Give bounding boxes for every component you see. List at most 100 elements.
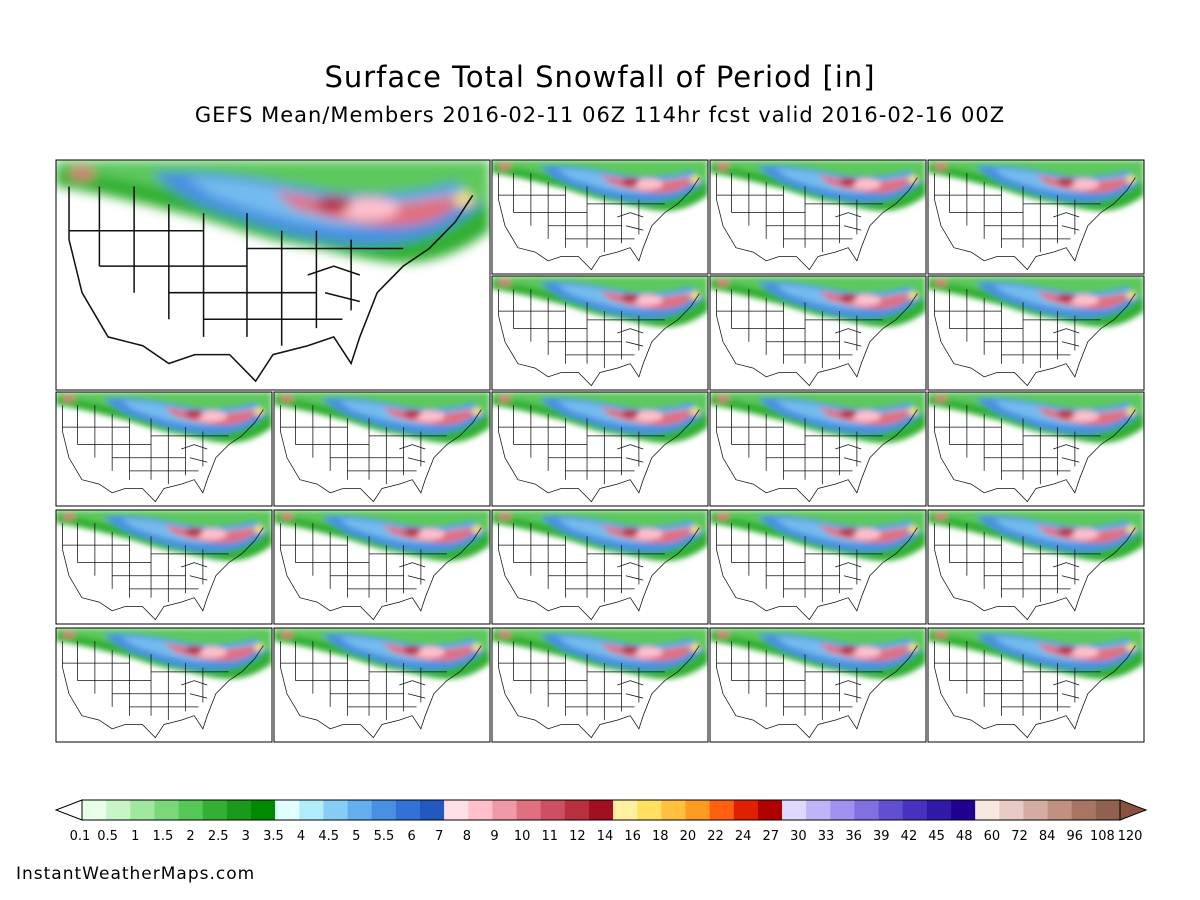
- legend-color-swatch: [1023, 800, 1048, 820]
- ensemble-member-panel-5: [709, 275, 927, 391]
- legend-color-swatch: [854, 800, 879, 820]
- ensemble-member-panel-9: [491, 391, 709, 507]
- ensemble-map-grid: [55, 159, 1145, 743]
- legend-tick-label: 1.5: [153, 829, 174, 844]
- ensemble-member-panel-20: [709, 627, 927, 743]
- legend-tick-label: 0.1: [70, 829, 91, 844]
- legend-tick-label: 2: [186, 829, 194, 844]
- ensemble-member-panel-19: [491, 627, 709, 743]
- ensemble-member-panel-16: [927, 509, 1145, 625]
- legend-color-swatch: [613, 800, 638, 820]
- legend-tick-label: 4.5: [318, 829, 339, 844]
- ensemble-mean-panel: [55, 159, 491, 391]
- legend-color-swatch: [323, 800, 348, 820]
- credit-text: InstantWeatherMaps.com: [16, 864, 256, 884]
- ensemble-member-panel-21: [927, 627, 1145, 743]
- legend-color-swatch: [806, 800, 831, 820]
- ensemble-member-panel-1: [491, 159, 709, 275]
- legend-tick-label: 11: [541, 829, 558, 844]
- ensemble-member-panel-2: [709, 159, 927, 275]
- legend-tick-label: 14: [597, 829, 614, 844]
- legend-color-swatch: [564, 800, 590, 820]
- legend-tick-label: 48: [956, 829, 973, 844]
- legend-color-swatch: [661, 800, 686, 820]
- legend-color-swatch: [275, 800, 300, 820]
- legend-tick-label: 30: [790, 829, 807, 844]
- legend-color-swatch: [371, 800, 397, 820]
- legend-tick-label: 7: [435, 829, 443, 844]
- legend-tick-label: 16: [624, 829, 641, 844]
- legend-color-swatch: [757, 800, 783, 820]
- ensemble-member-panel-7: [55, 391, 273, 507]
- ensemble-member-panel-3: [927, 159, 1145, 275]
- legend-tick-label: 96: [1066, 829, 1083, 844]
- legend-tick-label: 24: [735, 829, 752, 844]
- legend-color-swatch: [926, 800, 952, 820]
- color-scale-legend: 0.1 0.5 1 1.5 2 2.5 3 3.5 4 4.5 5 5.5 6 7 8 9 10 11 12 14 16…: [54, 799, 1148, 844]
- legend-tick-label: 9: [490, 829, 498, 844]
- legend-tick-label: 12: [569, 829, 586, 844]
- legend-tick-label: 5: [352, 829, 360, 844]
- legend-color-swatch: [709, 800, 735, 820]
- ensemble-member-panel-15: [709, 509, 927, 625]
- legend-color-swatch: [202, 800, 228, 820]
- legend-tick-label: 5.5: [374, 829, 395, 844]
- legend-color-swatch: [1071, 800, 1097, 820]
- legend-tick-label: 20: [680, 829, 697, 844]
- legend-tick-label: 60: [984, 829, 1001, 844]
- legend-tick-label: 3: [242, 829, 250, 844]
- legend-color-swatch: [975, 800, 1000, 820]
- legend-color-swatch: [637, 800, 662, 820]
- legend-color-swatch: [733, 800, 759, 820]
- legend-color-swatch: [226, 800, 252, 820]
- legend-tick-label: 36: [845, 829, 862, 844]
- legend-color-swatch: [878, 800, 904, 820]
- legend-color-swatch: [106, 800, 131, 820]
- legend-tick-label: 18: [652, 829, 669, 844]
- legend-color-swatch: [178, 800, 203, 820]
- legend-color-swatch: [685, 800, 710, 820]
- legend-tick-label: 6: [407, 829, 415, 844]
- legend-color-swatch: [154, 800, 179, 820]
- legend-tick-label: 0.5: [97, 829, 118, 844]
- ensemble-member-panel-8: [273, 391, 491, 507]
- legend-tick-label: 84: [1039, 829, 1056, 844]
- legend-tick-label: 4: [297, 829, 305, 844]
- legend-color-swatch: [1047, 800, 1073, 820]
- legend-color-swatch: [588, 800, 614, 820]
- ensemble-member-panel-14: [491, 509, 709, 625]
- legend-color-swatch: [782, 800, 807, 820]
- legend-tick-label: 120: [1118, 829, 1143, 844]
- legend-tick-label: 39: [873, 829, 890, 844]
- legend-color-swatch: [299, 800, 324, 820]
- legend-color-swatch: [830, 800, 855, 820]
- legend-tick-label: 1: [131, 829, 139, 844]
- legend-tick-label: 8: [463, 829, 471, 844]
- legend-tick-label: 72: [1011, 829, 1028, 844]
- ensemble-member-panel-4: [491, 275, 709, 391]
- legend-color-swatch: [516, 800, 541, 820]
- legend-color-swatch: [419, 800, 445, 820]
- legend-arrow-max: [1119, 799, 1148, 821]
- legend-color-swatch: [492, 800, 517, 820]
- legend-tick-label: 2.5: [208, 829, 229, 844]
- legend-color-swatch: [130, 800, 155, 820]
- legend-color-swatch: [540, 800, 566, 820]
- legend-color-swatch: [999, 800, 1024, 820]
- legend-color-swatch: [444, 800, 469, 820]
- ensemble-member-panel-10: [709, 391, 927, 507]
- legend-color-swatch: [1095, 800, 1121, 820]
- legend-tick-label: 33: [818, 829, 835, 844]
- legend-tick-label: 3.5: [263, 829, 284, 844]
- ensemble-member-panel-18: [273, 627, 491, 743]
- legend-tick-label: 22: [707, 829, 724, 844]
- ensemble-member-panel-12: [55, 509, 273, 625]
- legend-arrow-min: [54, 799, 83, 821]
- legend-tick-label: 10: [514, 829, 531, 844]
- legend-color-swatch: [347, 800, 372, 820]
- legend-color-swatch: [468, 800, 493, 820]
- ensemble-member-panel-17: [55, 627, 273, 743]
- ensemble-member-panel-11: [927, 391, 1145, 507]
- map-title: Surface Total Snowfall of Period [in]: [324, 60, 876, 94]
- legend-tick-label: 42: [901, 829, 918, 844]
